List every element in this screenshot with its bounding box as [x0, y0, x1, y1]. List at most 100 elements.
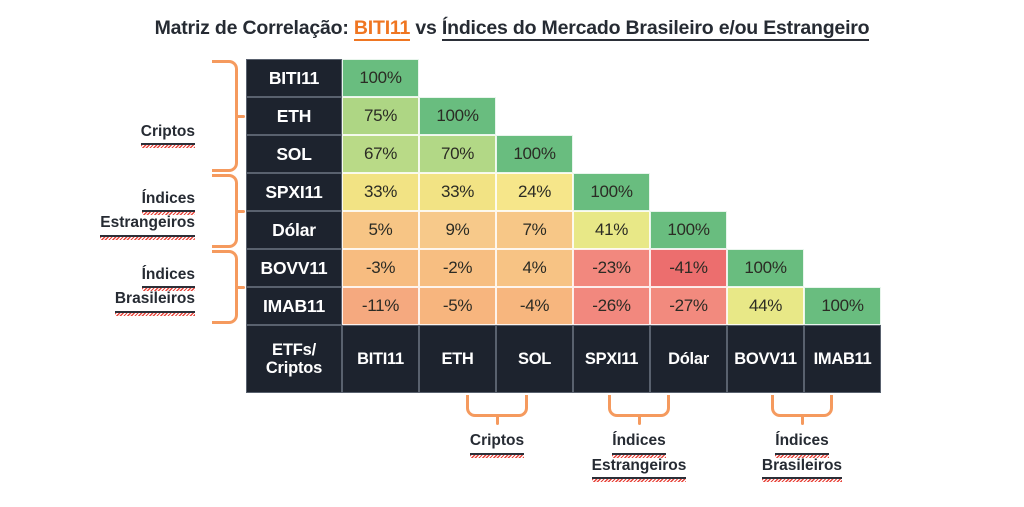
- cell-empty: [727, 135, 804, 173]
- cell-bovv11-sol: 4%: [496, 249, 573, 287]
- column-header-imab11: IMAB11: [804, 325, 881, 393]
- cell-empty: [650, 97, 727, 135]
- cell-spxi11-eth: 33%: [419, 173, 496, 211]
- column-group-brace-indices-brasileiros: [771, 395, 833, 425]
- column-header-bovv11: BOVV11: [727, 325, 804, 393]
- cell-spxi11-sol: 24%: [496, 173, 573, 211]
- cell-bovv11-spxi11: -23%: [573, 249, 650, 287]
- cell-imab11-spxi11: -26%: [573, 287, 650, 325]
- cell-imab11-biti11: -11%: [342, 287, 419, 325]
- cell-empty: [419, 59, 496, 97]
- table-row: BOVV11 -3% -2% 4% -23% -41% 100%: [246, 249, 882, 287]
- cell-empty: [804, 97, 881, 135]
- column-group-label-indices-brasileiros: Índices Brasileiros: [727, 430, 877, 483]
- row-group-label-criptos: Criptos: [45, 121, 196, 149]
- table-column-header-row: ETFs/ Criptos BITI11 ETH SOL SPXI11 Dóla…: [246, 325, 882, 393]
- row-group-brace-indices-brasileiros: [212, 250, 238, 324]
- cell-eth-eth: 100%: [419, 97, 496, 135]
- title-part-3: Índices do Mercado Brasileiro e/ou Estra…: [441, 17, 870, 41]
- row-header-bovv11: BOVV11: [246, 249, 342, 287]
- column-header-sol: SOL: [496, 325, 573, 393]
- cell-empty: [727, 59, 804, 97]
- column-group-brace-indices-estrangeiros: [608, 395, 670, 425]
- column-header-dolar: Dólar: [650, 325, 727, 393]
- cell-dolar-sol: 7%: [496, 211, 573, 249]
- cell-empty: [650, 59, 727, 97]
- cell-empty: [727, 173, 804, 211]
- cell-empty: [496, 97, 573, 135]
- cell-imab11-dolar: -27%: [650, 287, 727, 325]
- cell-dolar-spxi11: 41%: [573, 211, 650, 249]
- title-part-1: Matriz de Correlação:: [154, 17, 354, 39]
- cell-empty: [496, 59, 573, 97]
- table-row: SPXI11 33% 33% 24% 100%: [246, 173, 882, 211]
- column-group-brace-criptos: [466, 395, 528, 425]
- row-header-imab11: IMAB11: [246, 287, 342, 325]
- cell-empty: [573, 135, 650, 173]
- row-group-label-estrangeiros-line1: Índices: [141, 188, 196, 216]
- row-header-dolar: Dólar: [246, 211, 342, 249]
- cell-imab11-imab11: 100%: [804, 287, 881, 325]
- table-row: SOL 67% 70% 100%: [246, 135, 882, 173]
- row-group-brace-indices-estrangeiros: [212, 174, 238, 248]
- column-group-label-brasileiros-line1: Índices: [775, 430, 830, 458]
- cell-empty: [727, 97, 804, 135]
- row-header-spxi11: SPXI11: [246, 173, 342, 211]
- row-group-label-criptos-line1: Criptos: [140, 121, 196, 149]
- column-group-label-indices-estrangeiros: Índices Estrangeiros: [564, 430, 714, 483]
- table-row: BITI11 100%: [246, 59, 882, 97]
- cell-sol-eth: 70%: [419, 135, 496, 173]
- column-group-label-criptos: Criptos: [422, 430, 572, 458]
- cell-spxi11-biti11: 33%: [342, 173, 419, 211]
- row-header-eth: ETH: [246, 97, 342, 135]
- cell-empty: [573, 59, 650, 97]
- row-group-label-estrangeiros-line2: Estrangeiros: [100, 212, 195, 241]
- cell-spxi11-spxi11: 100%: [573, 173, 650, 211]
- title-part-2: vs: [410, 17, 442, 39]
- correlation-matrix: BITI11 100% ETH 75% 100% SOL 67% 70% 100…: [246, 59, 882, 393]
- cell-eth-biti11: 75%: [342, 97, 419, 135]
- column-group-label-brasileiros-line2: Brasileiros: [761, 455, 843, 483]
- cell-dolar-biti11: 5%: [342, 211, 419, 249]
- column-group-label-estrangeiros-line1: Índices: [612, 430, 667, 458]
- cell-empty: [804, 135, 881, 173]
- cell-empty: [727, 211, 804, 249]
- corner-label-line1: ETFs/: [272, 340, 316, 359]
- row-group-brace-criptos: [212, 60, 238, 172]
- row-header-biti11: BITI11: [246, 59, 342, 97]
- row-group-label-indices-brasileiros: Índices Brasileiros: [45, 264, 196, 317]
- table-row: ETH 75% 100%: [246, 97, 882, 135]
- cell-empty: [804, 173, 881, 211]
- cell-bovv11-dolar: -41%: [650, 249, 727, 287]
- cell-bovv11-biti11: -3%: [342, 249, 419, 287]
- cell-empty: [573, 97, 650, 135]
- cell-empty: [804, 211, 881, 249]
- column-group-label-criptos-line1: Criptos: [469, 430, 525, 458]
- row-group-label-indices-estrangeiros: Índices Estrangeiros: [45, 188, 196, 241]
- title-ticker: BITI11: [353, 17, 411, 41]
- cell-bovv11-bovv11: 100%: [727, 249, 804, 287]
- row-header-sol: SOL: [246, 135, 342, 173]
- cell-empty: [804, 249, 881, 287]
- column-header-biti11: BITI11: [342, 325, 419, 393]
- cell-dolar-dolar: 100%: [650, 211, 727, 249]
- cell-bovv11-eth: -2%: [419, 249, 496, 287]
- corner-label-line2: Criptos: [265, 359, 323, 377]
- cell-dolar-eth: 9%: [419, 211, 496, 249]
- cell-sol-sol: 100%: [496, 135, 573, 173]
- column-header-eth: ETH: [419, 325, 496, 393]
- row-group-label-brasileiros-line1: Índices: [141, 264, 196, 292]
- table-row: Dólar 5% 9% 7% 41% 100%: [246, 211, 882, 249]
- cell-imab11-eth: -5%: [419, 287, 496, 325]
- table-row: IMAB11 -11% -5% -4% -26% -27% 44% 100%: [246, 287, 882, 325]
- cell-sol-biti11: 67%: [342, 135, 419, 173]
- row-group-label-brasileiros-line2: Brasileiros: [114, 288, 196, 317]
- matrix-corner-label: ETFs/ Criptos: [246, 325, 342, 393]
- cell-biti11-biti11: 100%: [342, 59, 419, 97]
- column-header-spxi11: SPXI11: [573, 325, 650, 393]
- cell-imab11-sol: -4%: [496, 287, 573, 325]
- cell-imab11-bovv11: 44%: [727, 287, 804, 325]
- cell-empty: [650, 173, 727, 211]
- column-group-label-estrangeiros-line2: Estrangeiros: [591, 455, 687, 483]
- cell-empty: [804, 59, 881, 97]
